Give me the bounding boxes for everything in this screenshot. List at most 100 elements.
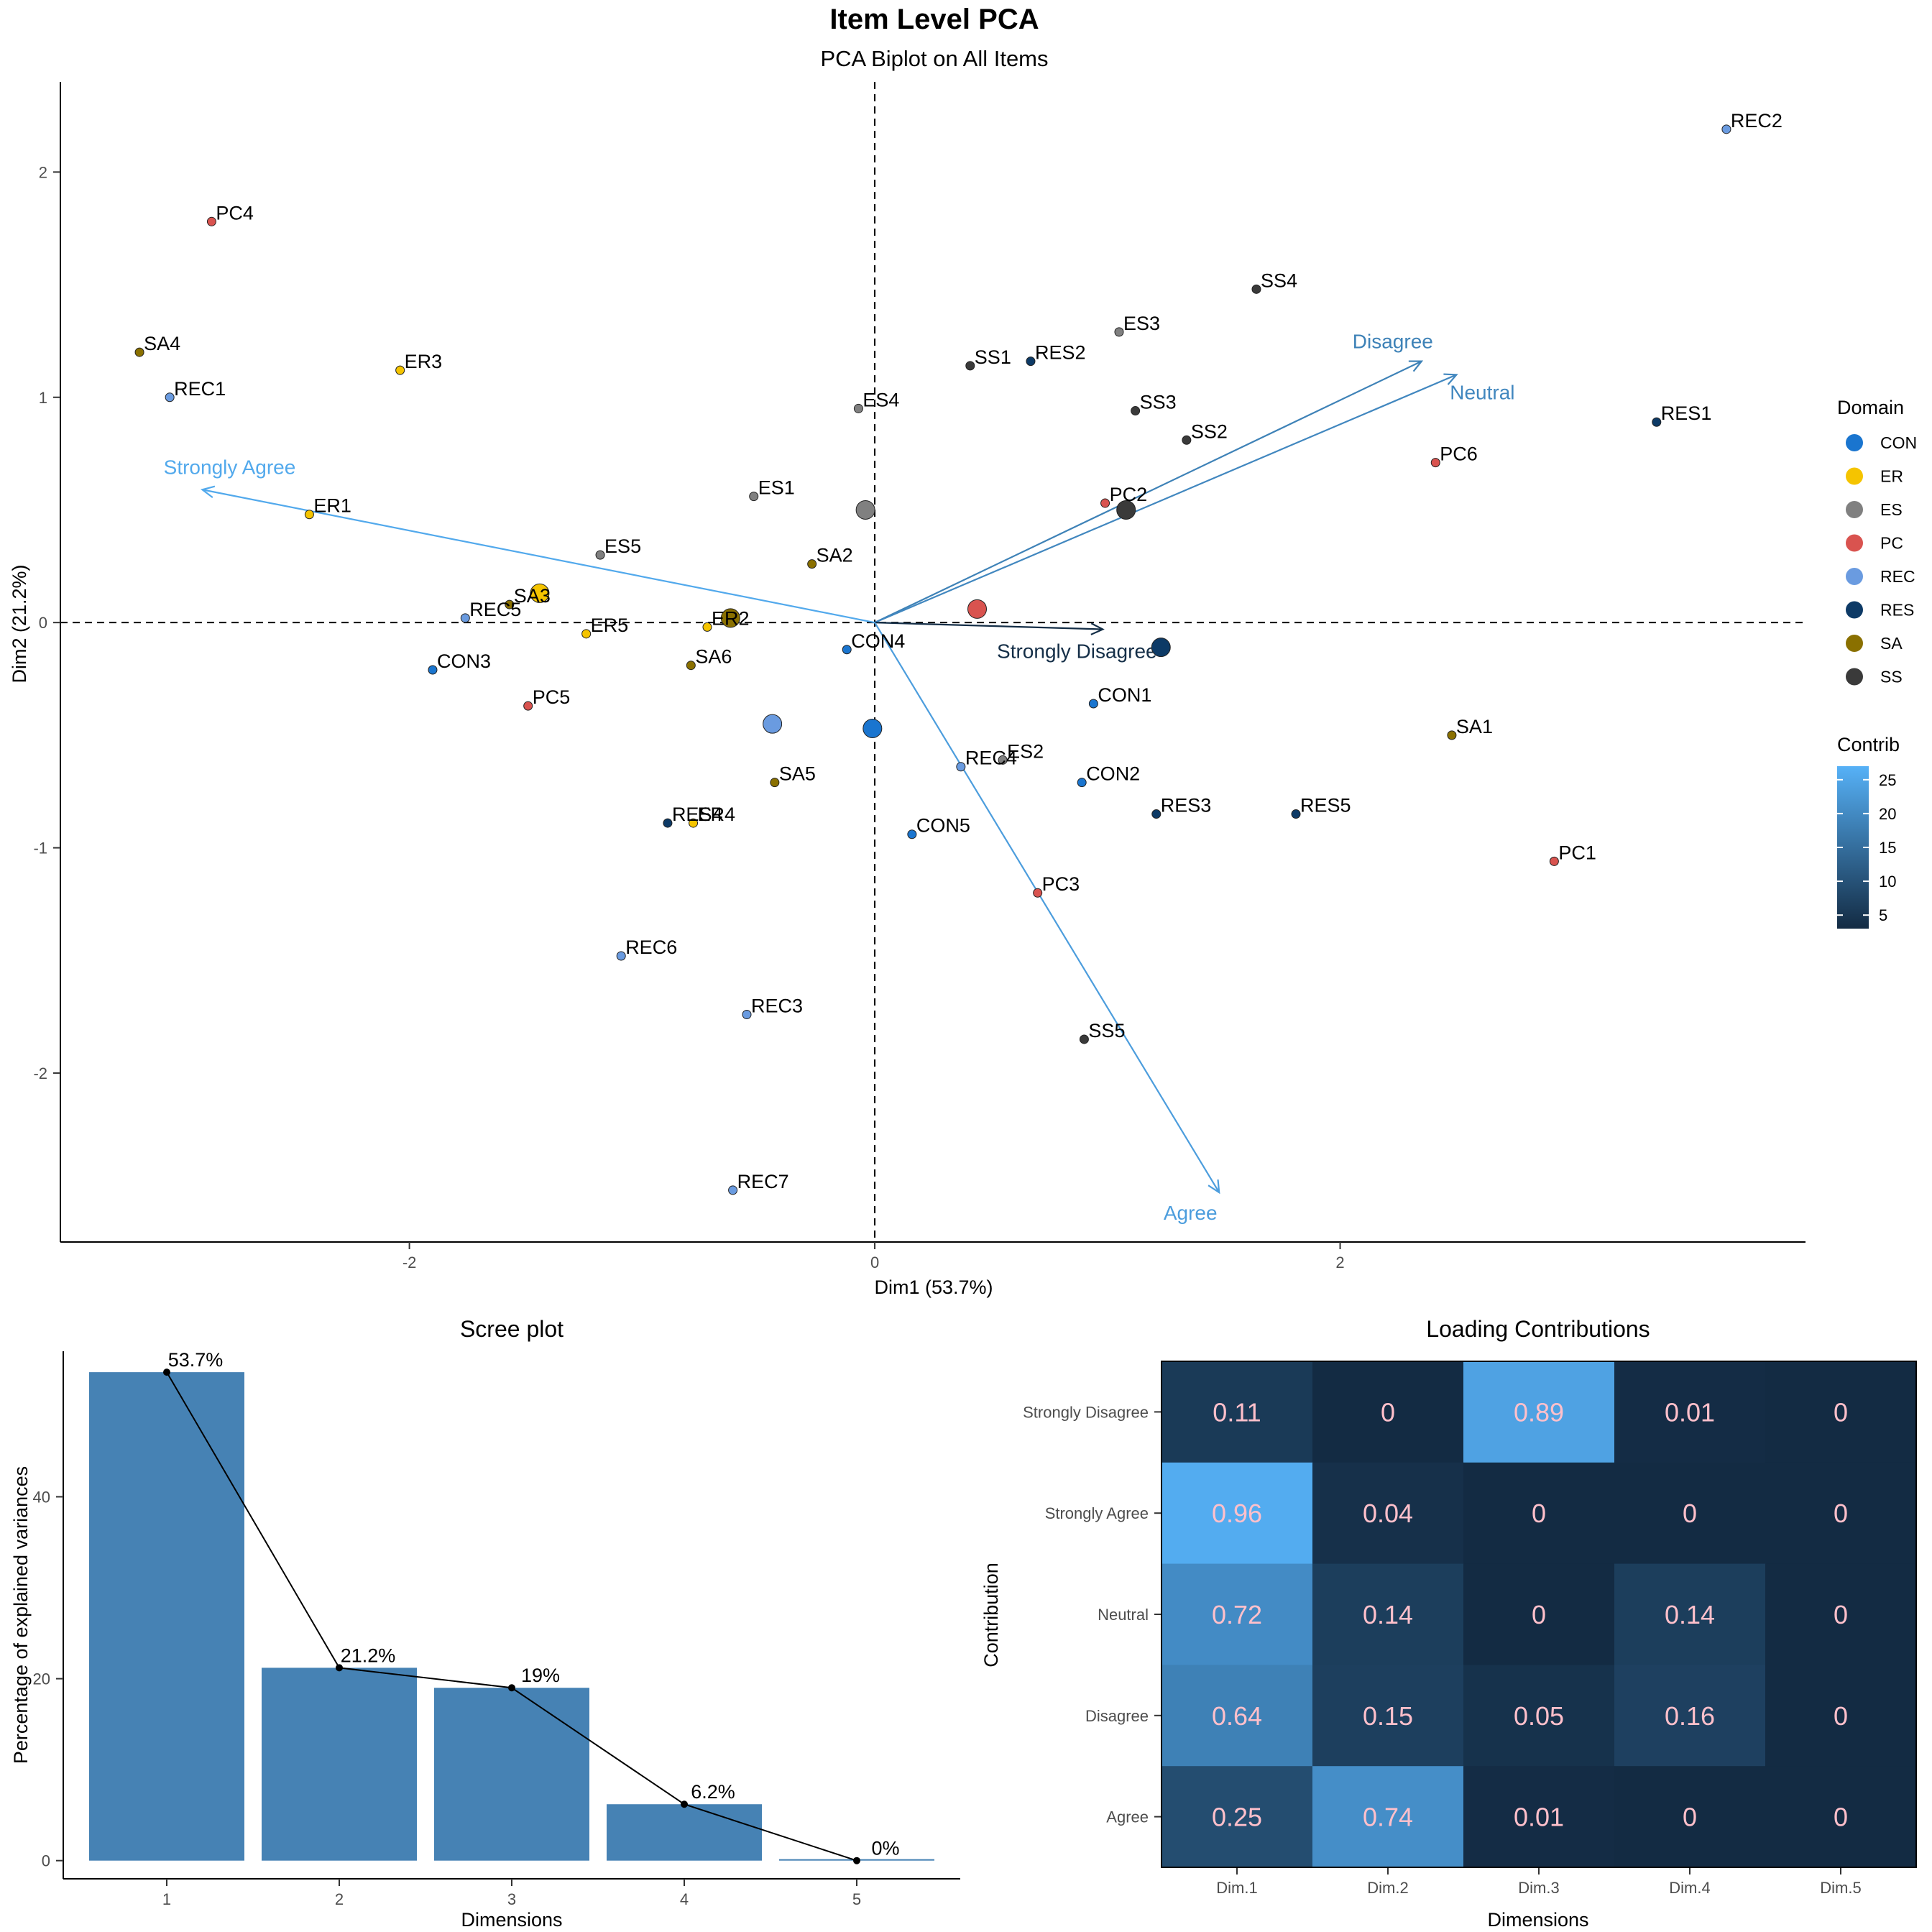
heatmap-row-label: Strongly Disagree (1023, 1403, 1149, 1421)
item-point (1447, 730, 1457, 740)
item-point-label: SS3 (1140, 392, 1177, 413)
scree-bar (607, 1804, 762, 1861)
legend-key-es (1846, 501, 1863, 518)
item-point-label: ES2 (1007, 740, 1044, 762)
item-point (965, 361, 975, 371)
domain-centroid (763, 714, 783, 734)
item-point (807, 559, 817, 569)
heatmap-axes: Strongly Disagree Strongly Agree Neutral Di… (1023, 1361, 1917, 1897)
item-point (1291, 809, 1301, 819)
item-point (428, 665, 438, 675)
item-point-label: SA5 (779, 763, 816, 785)
legend-key-pc (1846, 534, 1863, 552)
item-point-label: ER5 (591, 615, 629, 636)
item-point-label: PC4 (216, 202, 254, 224)
domain-centroid (530, 583, 550, 603)
item-point-label: REC3 (751, 995, 803, 1016)
loading-arrow (874, 374, 1457, 624)
heatmap-cell-value: 0.64 (1212, 1701, 1262, 1731)
heatmap-y-axis-label: Contribution (980, 1563, 1002, 1668)
loading-arrow (874, 360, 1422, 624)
item-point-label: PC1 (1558, 842, 1596, 863)
biplot-y-tick-label: -1 (33, 840, 47, 857)
colorbar-tick-label: 15 (1879, 839, 1896, 857)
heatmap-cell (1463, 1462, 1615, 1565)
item-point-label: SA4 (144, 333, 180, 354)
legend-key-ss (1846, 668, 1863, 686)
item-point (1151, 809, 1162, 819)
heatmap-cell (1312, 1563, 1464, 1665)
biplot-x-tick-label: 2 (1335, 1254, 1344, 1271)
heatmap-cell (1614, 1462, 1766, 1565)
scree-x-tick-label: 4 (680, 1890, 689, 1908)
scree-y-axis-label: Percentage of explained variances (10, 1466, 32, 1764)
scree-value-label: 6.2% (691, 1781, 735, 1803)
heatmap-cell-value: 0 (1834, 1803, 1848, 1832)
scree-x-tick-label: 5 (852, 1890, 861, 1908)
legend-label: REC (1880, 567, 1915, 586)
item-point (742, 1009, 752, 1019)
item-point (1131, 406, 1141, 416)
item-point-label: REC6 (625, 937, 677, 958)
item-point-label: REC4 (965, 748, 1017, 769)
loading-arrow-head (1443, 373, 1458, 385)
colorbar-tick-label: 25 (1879, 771, 1896, 789)
scree-x-tick-label: 3 (507, 1890, 516, 1908)
item-point (853, 403, 863, 413)
heatmap-cell (1614, 1665, 1766, 1767)
heatmap-cell-value: 0 (1834, 1499, 1848, 1528)
heatmap-row-label: Agree (1106, 1808, 1149, 1826)
legend-label: ER (1880, 467, 1903, 486)
scree-x-tick-label: 1 (162, 1890, 171, 1908)
heatmap-column-label: Dim.3 (1518, 1879, 1559, 1897)
heatmap-cell (1463, 1563, 1615, 1665)
legend-label: CON (1880, 433, 1917, 452)
biplot-arrows: Strongly Agree Disagree Neutral Strongly Di… (164, 331, 1515, 1224)
domain-centroid (967, 599, 988, 619)
item-point (581, 629, 592, 639)
item-point-label: SA3 (514, 585, 551, 607)
item-point (686, 661, 696, 671)
figure-title: Item Level PCA (829, 4, 1039, 35)
item-point-label: CON3 (437, 650, 491, 672)
heatmap-cell (1765, 1766, 1917, 1868)
scree-axes: 0 20 40 1 2 3 4 5 (33, 1351, 960, 1908)
biplot-x-tick-label: 0 (870, 1254, 879, 1271)
biplot-centroids (530, 500, 1171, 738)
heatmap-cell (1765, 1563, 1917, 1665)
biplot-axes: -2 0 2 -2 -1 0 1 2 (33, 82, 1806, 1271)
heatmap-cell-value: 0.15 (1363, 1701, 1413, 1731)
heatmap-cell (1162, 1665, 1313, 1767)
heatmap-column-label: Dim.5 (1820, 1879, 1861, 1897)
scree-y-tick-label: 40 (33, 1488, 50, 1506)
biplot-points (134, 124, 1731, 1195)
item-point-label: SS5 (1088, 1020, 1125, 1041)
heatmap-cell (1312, 1361, 1464, 1463)
biplot-x-axis-label: Dim1 (53.7%) (874, 1276, 993, 1298)
heatmap-panel: Loading Contributions 0.11 0 0.89 0.01 0 0.96… (980, 1316, 1917, 1931)
legend-label: SS (1880, 668, 1903, 686)
heatmap-cell (1765, 1665, 1917, 1767)
heatmap-cell-value: 0.04 (1363, 1499, 1413, 1528)
heatmap-title: Loading Contributions (1426, 1316, 1650, 1342)
loading-arrow-head (200, 485, 216, 498)
heatmap-cell-value: 0.96 (1212, 1499, 1262, 1528)
colorbar-tick-label: 10 (1879, 873, 1896, 891)
item-point-label: ES5 (604, 535, 641, 557)
scree-point (853, 1857, 860, 1864)
heatmap-row-label: Disagree (1085, 1707, 1149, 1725)
heatmap-cell (1312, 1665, 1464, 1767)
scree-bar (262, 1668, 417, 1861)
item-point-label: RES5 (1300, 795, 1351, 816)
heatmap-column-label: Dim.4 (1669, 1879, 1710, 1897)
domain-legend-title: Domain (1837, 397, 1904, 418)
scree-y-tick-label: 20 (33, 1670, 50, 1688)
item-point-label: SS2 (1191, 420, 1228, 442)
loading-arrow-label: Strongly Disagree (997, 640, 1157, 663)
item-point (616, 951, 626, 961)
item-point (770, 778, 780, 788)
colorbar-tick-label: 20 (1879, 805, 1896, 823)
heatmap-cell-value: 0.16 (1665, 1701, 1715, 1731)
item-point-label: SA1 (1456, 716, 1493, 737)
heatmap-x-axis-label: Dimensions (1487, 1909, 1588, 1931)
